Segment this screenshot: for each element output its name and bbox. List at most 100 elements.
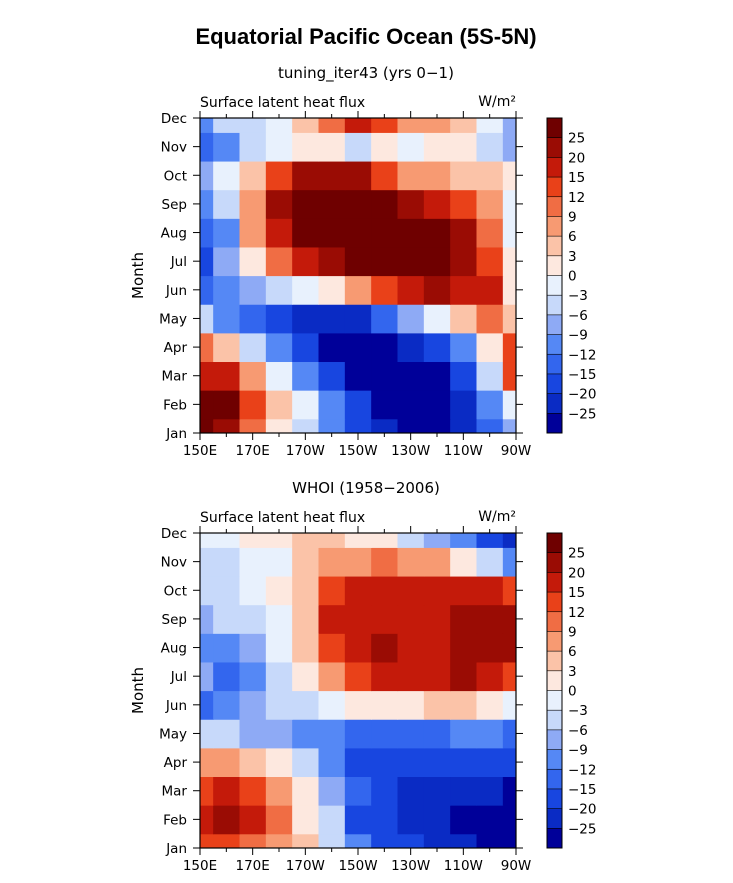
heatmap-cell (423, 275, 451, 305)
heatmap-cell (371, 160, 399, 191)
heatmap-cell (213, 361, 241, 391)
heatmap-cell (200, 833, 214, 848)
colorbar-swatch (547, 533, 562, 554)
heatmap-cell (502, 118, 516, 133)
heatmap-cell (397, 361, 425, 391)
heatmap-cell (423, 690, 451, 720)
heatmap-cell (265, 218, 293, 248)
heatmap-cell (397, 604, 425, 634)
heatmap-cell (423, 246, 451, 277)
heatmap-cell (292, 390, 320, 420)
heatmap-cell (265, 132, 293, 162)
heatmap-cell (200, 390, 214, 420)
heatmap-cell (450, 246, 478, 277)
heatmap-cell (239, 604, 267, 634)
heatmap-cell (200, 547, 214, 577)
heatmap-cells (200, 118, 516, 433)
heatmap-cell (265, 661, 293, 692)
heatmap-cell (292, 805, 320, 835)
heatmap-cell (344, 418, 372, 433)
heatmap-cell (423, 604, 451, 634)
heatmap-cell (292, 575, 320, 606)
heatmap-cell (476, 218, 504, 248)
heatmap-cell (344, 805, 372, 835)
heatmap-cell (450, 690, 478, 720)
heatmap-cell (476, 361, 504, 391)
heatmap-cell (239, 690, 267, 720)
colorbar-label: −20 (568, 387, 597, 403)
y-tick-label: Oct (164, 583, 187, 599)
heatmap-cell (239, 533, 267, 548)
heatmap-cell (450, 304, 478, 334)
heatmap-cell (397, 332, 425, 363)
colorbar-swatch (547, 373, 562, 395)
colorbar-swatch (547, 808, 562, 829)
heatmap-cell (397, 833, 425, 848)
colorbar-label: −25 (568, 406, 597, 422)
heatmap-cell (318, 390, 346, 420)
heatmap-cell (476, 132, 504, 162)
heatmap-cell (423, 418, 451, 433)
colorbar-swatch (547, 118, 562, 139)
x-tick-label: 90W (501, 858, 532, 874)
heatmap-cell (239, 332, 267, 363)
heatmap-cell (476, 833, 504, 848)
colorbar-label: 6 (568, 644, 577, 660)
heatmap-cell (265, 361, 293, 391)
heatmap-cell (200, 332, 214, 363)
colorbar-label: −15 (568, 782, 597, 798)
heatmap-cell (476, 390, 504, 420)
heatmap-cell (476, 575, 504, 606)
heatmap-cell (318, 361, 346, 391)
panel-title: tuning_iter43 (yrs 0−1) (278, 64, 454, 83)
heatmap-cell (397, 690, 425, 720)
heatmap-cell (265, 390, 293, 420)
heatmap-cell (397, 719, 425, 749)
heatmap-cell (318, 575, 346, 606)
heatmap-cell (450, 361, 478, 391)
x-tick-label: 170W (286, 858, 325, 874)
heatmap-cell (213, 332, 241, 363)
heatmap-cell (213, 805, 241, 835)
heatmap-cell (423, 533, 451, 548)
heatmap-cell (423, 361, 451, 391)
colorbar-label: 6 (568, 229, 577, 245)
heatmap-cell (213, 189, 241, 219)
heatmap-cell (423, 575, 451, 606)
colorbar-swatch (547, 769, 562, 790)
heatmap-cell (476, 332, 504, 363)
heatmap-cell (344, 719, 372, 749)
heatmap-cell (344, 747, 372, 778)
heatmap-cell (476, 189, 504, 219)
heatmap-cell (318, 246, 346, 277)
heatmap-cell (423, 118, 451, 133)
heatmap-cell (344, 604, 372, 634)
heatmap-cell (423, 332, 451, 363)
colorbar-label: 3 (568, 249, 577, 265)
heatmap-cell (450, 661, 478, 692)
heatmap-cell (213, 633, 241, 663)
heatmap-cell (200, 218, 214, 248)
heatmap-cell (318, 189, 346, 219)
heatmap-cell (502, 361, 516, 391)
heatmap-cell (450, 118, 478, 133)
heatmap-cell (213, 661, 241, 692)
heatmap-cell (292, 160, 320, 191)
heatmap-cell (476, 547, 504, 577)
x-tick-label: 150W (338, 858, 377, 874)
heatmap-cell (265, 418, 293, 433)
colorbar-swatch (547, 552, 562, 573)
colorbar-label: 20 (568, 565, 585, 581)
x-tick-label: 170W (286, 443, 325, 459)
heatmap-cell (502, 661, 516, 692)
heatmap-cell (239, 776, 267, 806)
heatmap-cell (213, 118, 241, 133)
heatmap-cell (265, 719, 293, 749)
heatmap-cell (265, 304, 293, 334)
colorbar-swatch (547, 295, 562, 316)
heatmap-cell (213, 218, 241, 248)
y-tick-label: Apr (164, 755, 188, 771)
heatmap-cell (476, 275, 504, 305)
y-tick-label: Mar (162, 369, 188, 385)
y-tick-label: Dec (161, 111, 187, 127)
